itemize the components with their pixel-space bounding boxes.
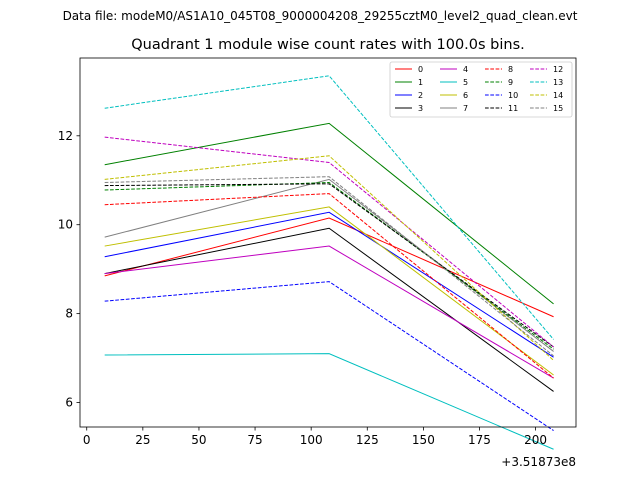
series-line-5 bbox=[104, 353, 554, 450]
y-tick-label: 6 bbox=[65, 396, 73, 410]
plot-frame bbox=[79, 57, 577, 428]
x-tick-label: 125 bbox=[356, 433, 379, 447]
series-line-10 bbox=[104, 281, 554, 431]
legend-label-5: 5 bbox=[463, 78, 468, 87]
chart-title: Quadrant 1 module wise count rates with … bbox=[131, 37, 525, 53]
legend-label-2: 2 bbox=[418, 91, 423, 100]
legend-label-0: 0 bbox=[418, 65, 423, 74]
legend-label-6: 6 bbox=[463, 91, 468, 100]
x-offset-label: +3.51873e8 bbox=[501, 455, 576, 469]
x-tick-label: 150 bbox=[412, 433, 435, 447]
x-tick-label: 100 bbox=[300, 433, 323, 447]
legend-label-3: 3 bbox=[418, 104, 423, 113]
x-tick-label: 175 bbox=[468, 433, 491, 447]
legend-label-14: 14 bbox=[553, 91, 563, 100]
legend-label-8: 8 bbox=[508, 65, 513, 74]
x-tick-label: 25 bbox=[135, 433, 150, 447]
x-tick-label: 75 bbox=[247, 433, 262, 447]
series-line-0 bbox=[104, 217, 554, 318]
legend-label-11: 11 bbox=[508, 104, 518, 113]
y-tick-label: 10 bbox=[58, 218, 73, 232]
series-line-6 bbox=[104, 206, 554, 376]
series-line-13 bbox=[104, 75, 554, 340]
series-line-9 bbox=[104, 181, 554, 350]
x-tick-label: 200 bbox=[524, 433, 547, 447]
y-axis-ticks: 6 8 10 12 bbox=[58, 129, 80, 410]
y-tick-label: 12 bbox=[58, 129, 73, 143]
legend-label-15: 15 bbox=[553, 104, 563, 113]
series-line-11 bbox=[104, 183, 554, 348]
suptitle: Data file: modeM0/AS1A10_045T08_90000042… bbox=[63, 9, 578, 23]
legend-label-12: 12 bbox=[553, 65, 563, 74]
legend-label-4: 4 bbox=[463, 65, 468, 74]
legend-label-9: 9 bbox=[508, 78, 513, 87]
series-line-1 bbox=[104, 122, 554, 305]
x-tick-label: 0 bbox=[83, 433, 91, 447]
legend-label-7: 7 bbox=[463, 104, 468, 113]
series-line-12 bbox=[104, 136, 554, 348]
y-tick-label: 8 bbox=[65, 307, 73, 321]
series-line-4 bbox=[104, 245, 554, 379]
legend-label-13: 13 bbox=[553, 78, 563, 87]
plot-lines bbox=[104, 75, 554, 450]
series-line-8 bbox=[104, 193, 554, 379]
series-line-15 bbox=[104, 176, 554, 357]
series-line-14 bbox=[104, 155, 554, 361]
x-tick-label: 50 bbox=[191, 433, 206, 447]
x-axis-ticks: 0 25 50 75 100 125 150 175 200 bbox=[83, 427, 547, 447]
legend-label-10: 10 bbox=[508, 91, 518, 100]
legend-label-1: 1 bbox=[418, 78, 423, 87]
series-line-3 bbox=[104, 227, 554, 392]
legend-box bbox=[389, 61, 573, 118]
series-line-2 bbox=[104, 211, 554, 358]
